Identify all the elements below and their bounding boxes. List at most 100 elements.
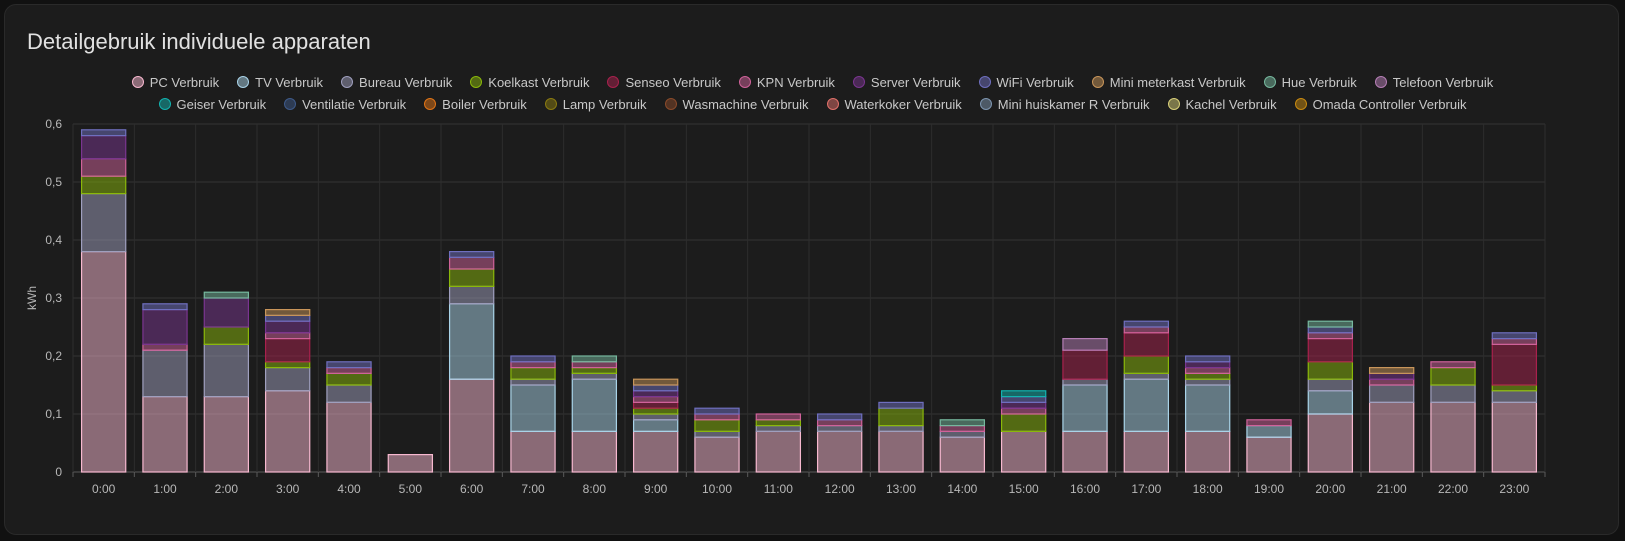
legend-item[interactable]: WiFi Verbruik (978, 75, 1074, 90)
bar-segment[interactable] (694, 436, 740, 473)
bar-segment[interactable] (510, 355, 556, 363)
bar-segment[interactable] (939, 436, 986, 473)
bar-segment[interactable] (878, 425, 924, 433)
bar-segment[interactable] (264, 332, 311, 340)
bar-segment[interactable] (1307, 326, 1354, 334)
legend-item[interactable]: Senseo Verbruik (607, 75, 721, 90)
bar-segment[interactable] (142, 303, 188, 311)
bar-segment[interactable] (632, 390, 679, 398)
bar-segment[interactable] (264, 361, 311, 369)
bar-segment[interactable] (1184, 378, 1231, 386)
bar-segment[interactable] (816, 425, 863, 433)
bar-segment[interactable] (326, 384, 372, 403)
bar-segment[interactable] (448, 268, 495, 287)
bar-segment[interactable] (571, 367, 618, 375)
bar-segment[interactable] (80, 193, 127, 253)
bar-segment[interactable] (755, 413, 802, 421)
bar-segment[interactable] (1000, 396, 1047, 404)
bar-segment[interactable] (1307, 361, 1354, 380)
bar-segment[interactable] (264, 309, 311, 317)
bar-segment[interactable] (1491, 338, 1538, 346)
legend-item[interactable]: Wasmachine Verbruik (664, 97, 809, 112)
bar-segment[interactable] (694, 419, 740, 432)
bar-segment[interactable] (203, 297, 250, 328)
bar-segment[interactable] (632, 401, 679, 409)
bar-segment[interactable] (632, 378, 679, 386)
bar-segment[interactable] (1307, 390, 1354, 415)
legend-item[interactable]: Koelkast Verbruik (470, 75, 589, 90)
bar-segment[interactable] (632, 419, 679, 432)
bar-segment[interactable] (326, 361, 372, 369)
bar-segment[interactable] (1246, 436, 1292, 473)
bar-segment[interactable] (387, 454, 434, 473)
bar-segment[interactable] (816, 430, 863, 473)
bar-segment[interactable] (878, 401, 924, 409)
legend-item[interactable]: Mini meterkast Verbruik (1091, 75, 1246, 90)
bar-segment[interactable] (571, 372, 618, 380)
bar-segment[interactable] (326, 401, 372, 473)
bar-segment[interactable] (1000, 390, 1047, 398)
bar-segment[interactable] (1368, 384, 1415, 403)
bar-segment[interactable] (448, 285, 495, 305)
bar-segment[interactable] (878, 430, 924, 473)
bar-segment[interactable] (939, 425, 986, 433)
bar-segment[interactable] (448, 378, 495, 473)
bar-segment[interactable] (510, 378, 556, 386)
bar-segment[interactable] (1307, 378, 1354, 392)
bar-segment[interactable] (1368, 401, 1415, 473)
bar-segment[interactable] (1184, 355, 1231, 363)
bar-segment[interactable] (1307, 338, 1354, 363)
bar-segment[interactable] (448, 251, 495, 259)
bar-segment[interactable] (1184, 361, 1231, 369)
bar-segment[interactable] (1184, 384, 1231, 433)
bar-segment[interactable] (326, 372, 372, 386)
bar-segment[interactable] (1000, 413, 1047, 432)
bar-segment[interactable] (1430, 401, 1476, 473)
bar-segment[interactable] (1368, 367, 1415, 375)
bar-segment[interactable] (1123, 430, 1170, 473)
legend-item[interactable]: TV Verbruik (237, 75, 323, 90)
bar-segment[interactable] (1491, 332, 1538, 340)
bar-segment[interactable] (1123, 355, 1170, 374)
bar-segment[interactable] (632, 413, 679, 421)
bar-segment[interactable] (1123, 320, 1170, 328)
bar-segment[interactable] (939, 430, 986, 438)
bar-segment[interactable] (80, 175, 127, 195)
bar-segment[interactable] (326, 367, 372, 375)
bar-segment[interactable] (1123, 372, 1170, 380)
bar-segment[interactable] (1307, 320, 1354, 328)
bar-segment[interactable] (203, 396, 250, 473)
bar-segment[interactable] (1062, 349, 1108, 380)
bar-segment[interactable] (1184, 430, 1231, 473)
bar-segment[interactable] (264, 338, 311, 363)
bar-segment[interactable] (1491, 384, 1538, 392)
bar-segment[interactable] (203, 291, 250, 299)
bar-segment[interactable] (755, 430, 802, 473)
bar-segment[interactable] (1184, 372, 1231, 380)
bar-segment[interactable] (694, 407, 740, 415)
bar-segment[interactable] (203, 326, 250, 345)
bar-segment[interactable] (1491, 390, 1538, 403)
bar-segment[interactable] (264, 320, 311, 334)
bar-segment[interactable] (755, 425, 802, 433)
legend-item[interactable]: KPN Verbruik (738, 75, 835, 90)
bar-segment[interactable] (1430, 367, 1476, 386)
bar-segment[interactable] (510, 384, 556, 433)
bar-segment[interactable] (632, 430, 679, 473)
bar-segment[interactable] (632, 384, 679, 392)
bar-segment[interactable] (142, 396, 188, 473)
bar-segment[interactable] (1246, 419, 1292, 427)
bar-segment[interactable] (448, 303, 495, 380)
legend-item[interactable]: Boiler Verbruik (424, 97, 527, 112)
bar-segment[interactable] (571, 355, 618, 363)
bar-segment[interactable] (632, 396, 679, 404)
bar-segment[interactable] (510, 430, 556, 473)
bar-segment[interactable] (1062, 384, 1108, 433)
bar-segment[interactable] (1062, 430, 1108, 473)
bar-segment[interactable] (1246, 425, 1292, 438)
legend-item[interactable]: Telefoon Verbruik (1374, 75, 1493, 90)
bar-segment[interactable] (755, 419, 802, 427)
legend-item[interactable]: PC Verbruik (131, 75, 219, 90)
bar-segment[interactable] (1430, 361, 1476, 369)
legend-item[interactable]: Server Verbruik (852, 75, 961, 90)
